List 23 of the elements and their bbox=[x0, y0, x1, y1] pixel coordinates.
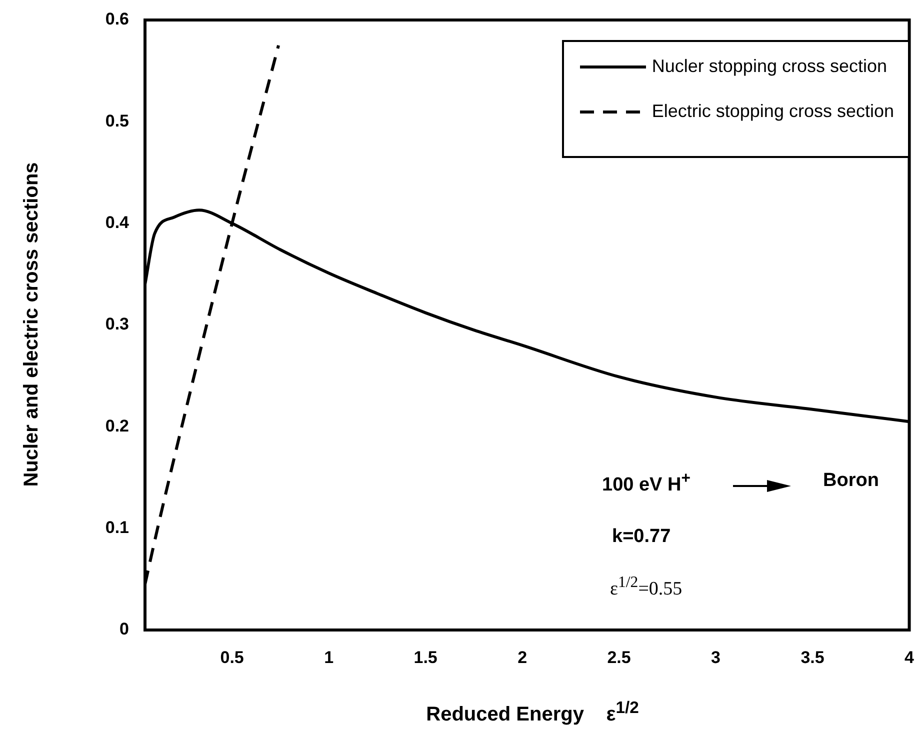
y-tick-label: 0.1 bbox=[105, 518, 129, 538]
y-tick-label: 0.4 bbox=[105, 213, 130, 232]
y-tick-label: 0.5 bbox=[105, 111, 129, 130]
x-tick-label: 3.5 bbox=[800, 648, 824, 667]
x-tick-label: 1.5 bbox=[414, 648, 438, 667]
x-tick-label: 4 bbox=[904, 648, 915, 667]
x-tick-label: 1 bbox=[324, 648, 334, 667]
annotation: ε$^{1/2}$=0.55 bbox=[610, 574, 682, 600]
y-tick-label: 0.3 bbox=[105, 314, 129, 334]
annotation: k=0.77 bbox=[612, 526, 671, 548]
y-tick-label: 0.2 bbox=[105, 416, 129, 436]
annotation: Boron bbox=[823, 470, 879, 492]
y-tick-label: 0 bbox=[120, 620, 129, 639]
x-axis-title: Reduced Energy ε$^{1/2}$ bbox=[425, 698, 640, 727]
x-tick-label: 2.5 bbox=[607, 648, 631, 667]
y-tick-label: 0.6 bbox=[105, 10, 129, 29]
legend-label: Nucler stopping cross section bbox=[652, 56, 887, 77]
x-tick-label: 0.5 bbox=[220, 648, 244, 667]
x-tick-label: 3 bbox=[711, 648, 721, 667]
legend-label: Electric stopping cross section bbox=[652, 101, 894, 122]
x-tick-label: 2 bbox=[518, 648, 528, 667]
y-axis-title: Nucler and electric cross sections bbox=[20, 161, 44, 489]
annotation: 100 eV H$^{+}$ bbox=[602, 470, 690, 496]
